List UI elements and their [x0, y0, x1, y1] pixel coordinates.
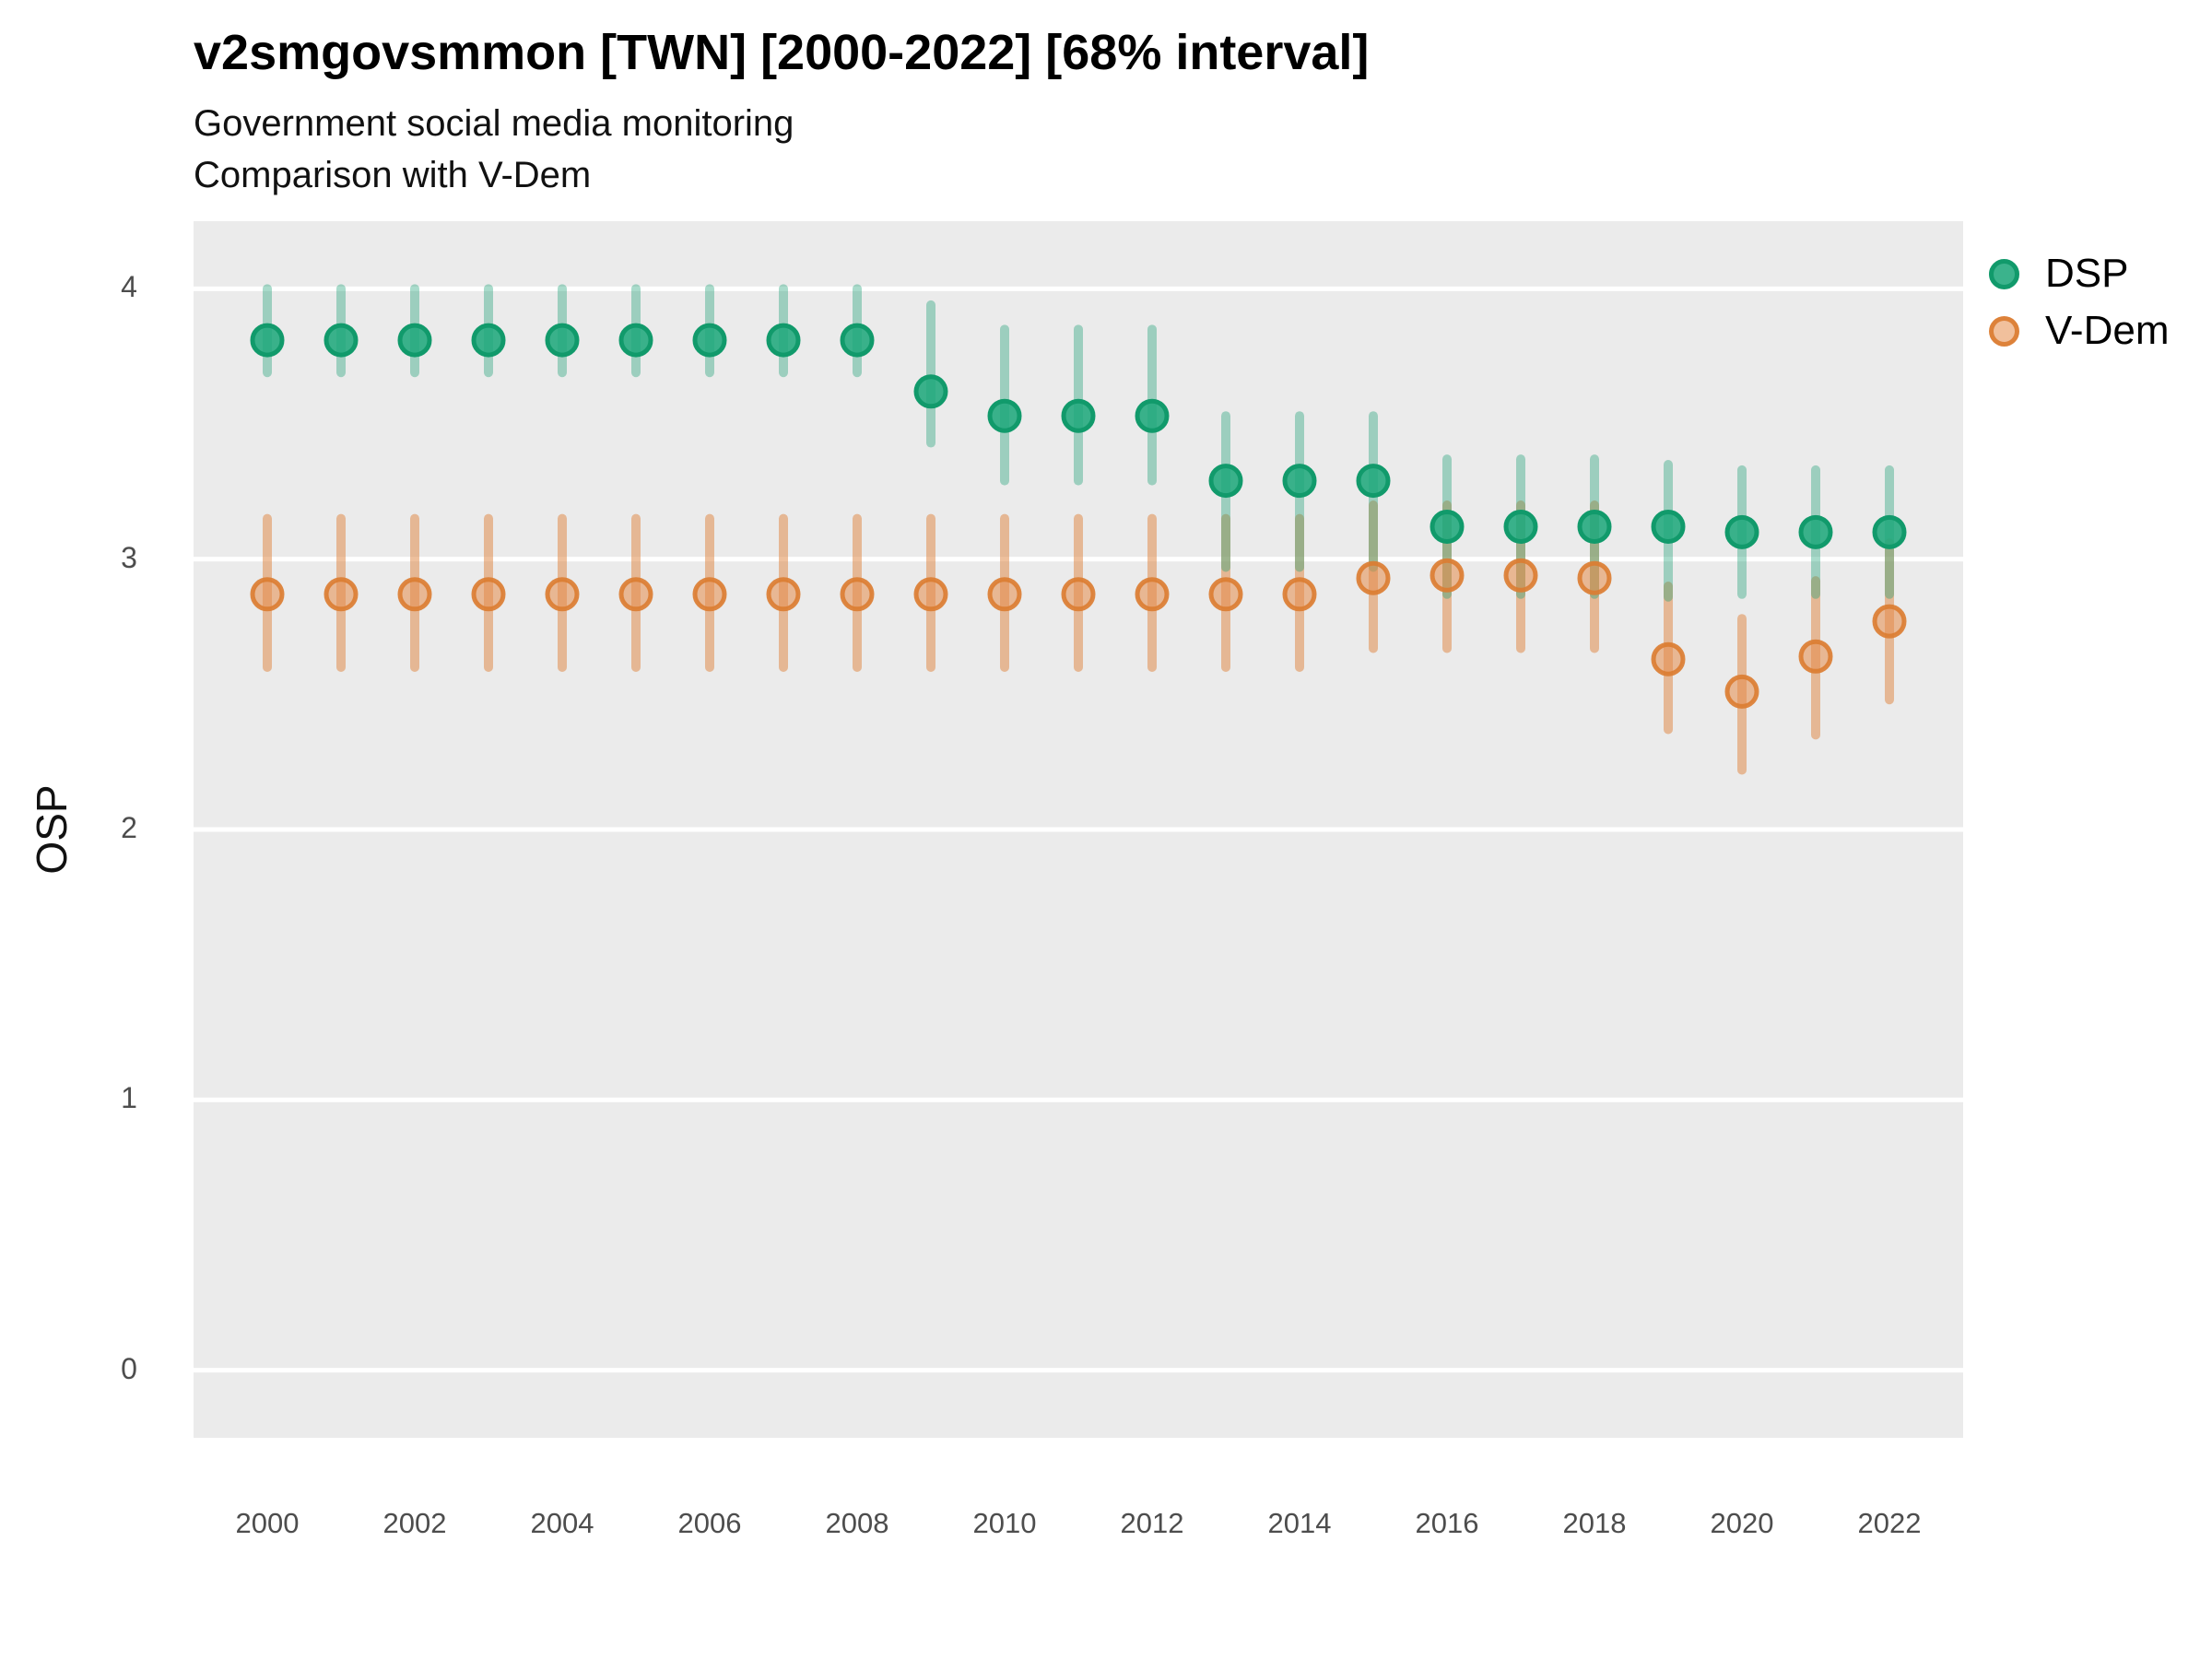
- vdem-point: [913, 577, 948, 612]
- x-tick-label-2006: 2006: [677, 1507, 742, 1539]
- legend: DSP V-Dem: [1989, 251, 2170, 353]
- vdem-point: [324, 577, 359, 612]
- x-tick-label-2020: 2020: [1710, 1507, 1774, 1539]
- vdem-point: [840, 577, 875, 612]
- vdem-point: [1061, 577, 1096, 612]
- vdem-point: [250, 577, 285, 612]
- dsp-point: [250, 323, 285, 358]
- dsp-point: [840, 323, 875, 358]
- vdem-point: [1282, 577, 1317, 612]
- dsp-point: [1651, 509, 1686, 544]
- dsp-point: [618, 323, 653, 358]
- vdem-point: [1651, 641, 1686, 677]
- dsp-legend-swatch-icon: [1989, 258, 2019, 289]
- dsp-point: [1872, 514, 1907, 549]
- vdem-legend-swatch-icon: [1989, 315, 2019, 347]
- dsp-point: [692, 323, 727, 358]
- y-tick-label-0: 0: [121, 1351, 137, 1385]
- x-tick-label-2012: 2012: [1120, 1507, 1184, 1539]
- dsp-point: [1724, 514, 1759, 549]
- vdem-point: [618, 577, 653, 612]
- vdem-point: [1356, 560, 1391, 595]
- y-tick-label-3: 3: [121, 540, 137, 574]
- legend-item-dsp: DSP: [1989, 251, 2169, 296]
- dsp-point: [1135, 398, 1170, 433]
- x-tick-label-2004: 2004: [530, 1507, 594, 1539]
- vdem-point: [1430, 558, 1465, 593]
- dsp-point: [471, 323, 506, 358]
- dsp-point: [1282, 464, 1317, 499]
- vdem-point: [1872, 604, 1907, 639]
- dsp-point: [1061, 398, 1096, 433]
- dsp-point: [913, 374, 948, 409]
- vdem-point: [1208, 577, 1243, 612]
- vdem-point: [397, 577, 432, 612]
- x-tick-label-2018: 2018: [1562, 1507, 1627, 1539]
- dsp-point: [1577, 509, 1612, 544]
- legend-label-vdem: V-Dem: [2045, 308, 2170, 353]
- x-tick-label-2014: 2014: [1267, 1507, 1332, 1539]
- vdem-point: [1503, 558, 1538, 593]
- dsp-point: [766, 323, 801, 358]
- vdem-point: [1798, 639, 1833, 674]
- dsp-point: [397, 323, 432, 358]
- x-tick-label-2008: 2008: [825, 1507, 889, 1539]
- vdem-point: [545, 577, 580, 612]
- vdem-point: [1724, 674, 1759, 709]
- vdem-point: [987, 577, 1022, 612]
- dsp-point: [1430, 509, 1465, 544]
- y-tick-label-2: 2: [121, 811, 137, 844]
- x-tick-label-2010: 2010: [972, 1507, 1037, 1539]
- x-tick-label-2002: 2002: [382, 1507, 447, 1539]
- dsp-point: [1798, 514, 1833, 549]
- dsp-point: [1208, 464, 1243, 499]
- chart-subtitle-line1: Government social media monitoring: [194, 103, 794, 144]
- y-tick-label-1: 1: [121, 1081, 137, 1115]
- legend-item-vdem: V-Dem: [1989, 308, 2170, 353]
- dsp-point: [1503, 509, 1538, 544]
- vdem-point: [471, 577, 506, 612]
- vdem-point: [692, 577, 727, 612]
- dsp-point: [545, 323, 580, 358]
- chart-title: v2smgovsmmon [TWN] [2000-2022] [68% inte…: [194, 25, 1370, 80]
- x-tick-label-2022: 2022: [1857, 1507, 1922, 1539]
- dsp-point: [1356, 464, 1391, 499]
- y-tick-label-4: 4: [121, 270, 137, 304]
- dsp-point: [987, 398, 1022, 433]
- legend-label-dsp: DSP: [2045, 251, 2129, 296]
- vdem-point: [766, 577, 801, 612]
- x-tick-label-2000: 2000: [235, 1507, 300, 1539]
- vdem-point: [1135, 577, 1170, 612]
- x-tick-label-2016: 2016: [1415, 1507, 1479, 1539]
- chart-subtitle-line2: Comparison with V-Dem: [194, 155, 592, 195]
- dsp-point: [324, 323, 359, 358]
- vdem-point: [1577, 560, 1612, 595]
